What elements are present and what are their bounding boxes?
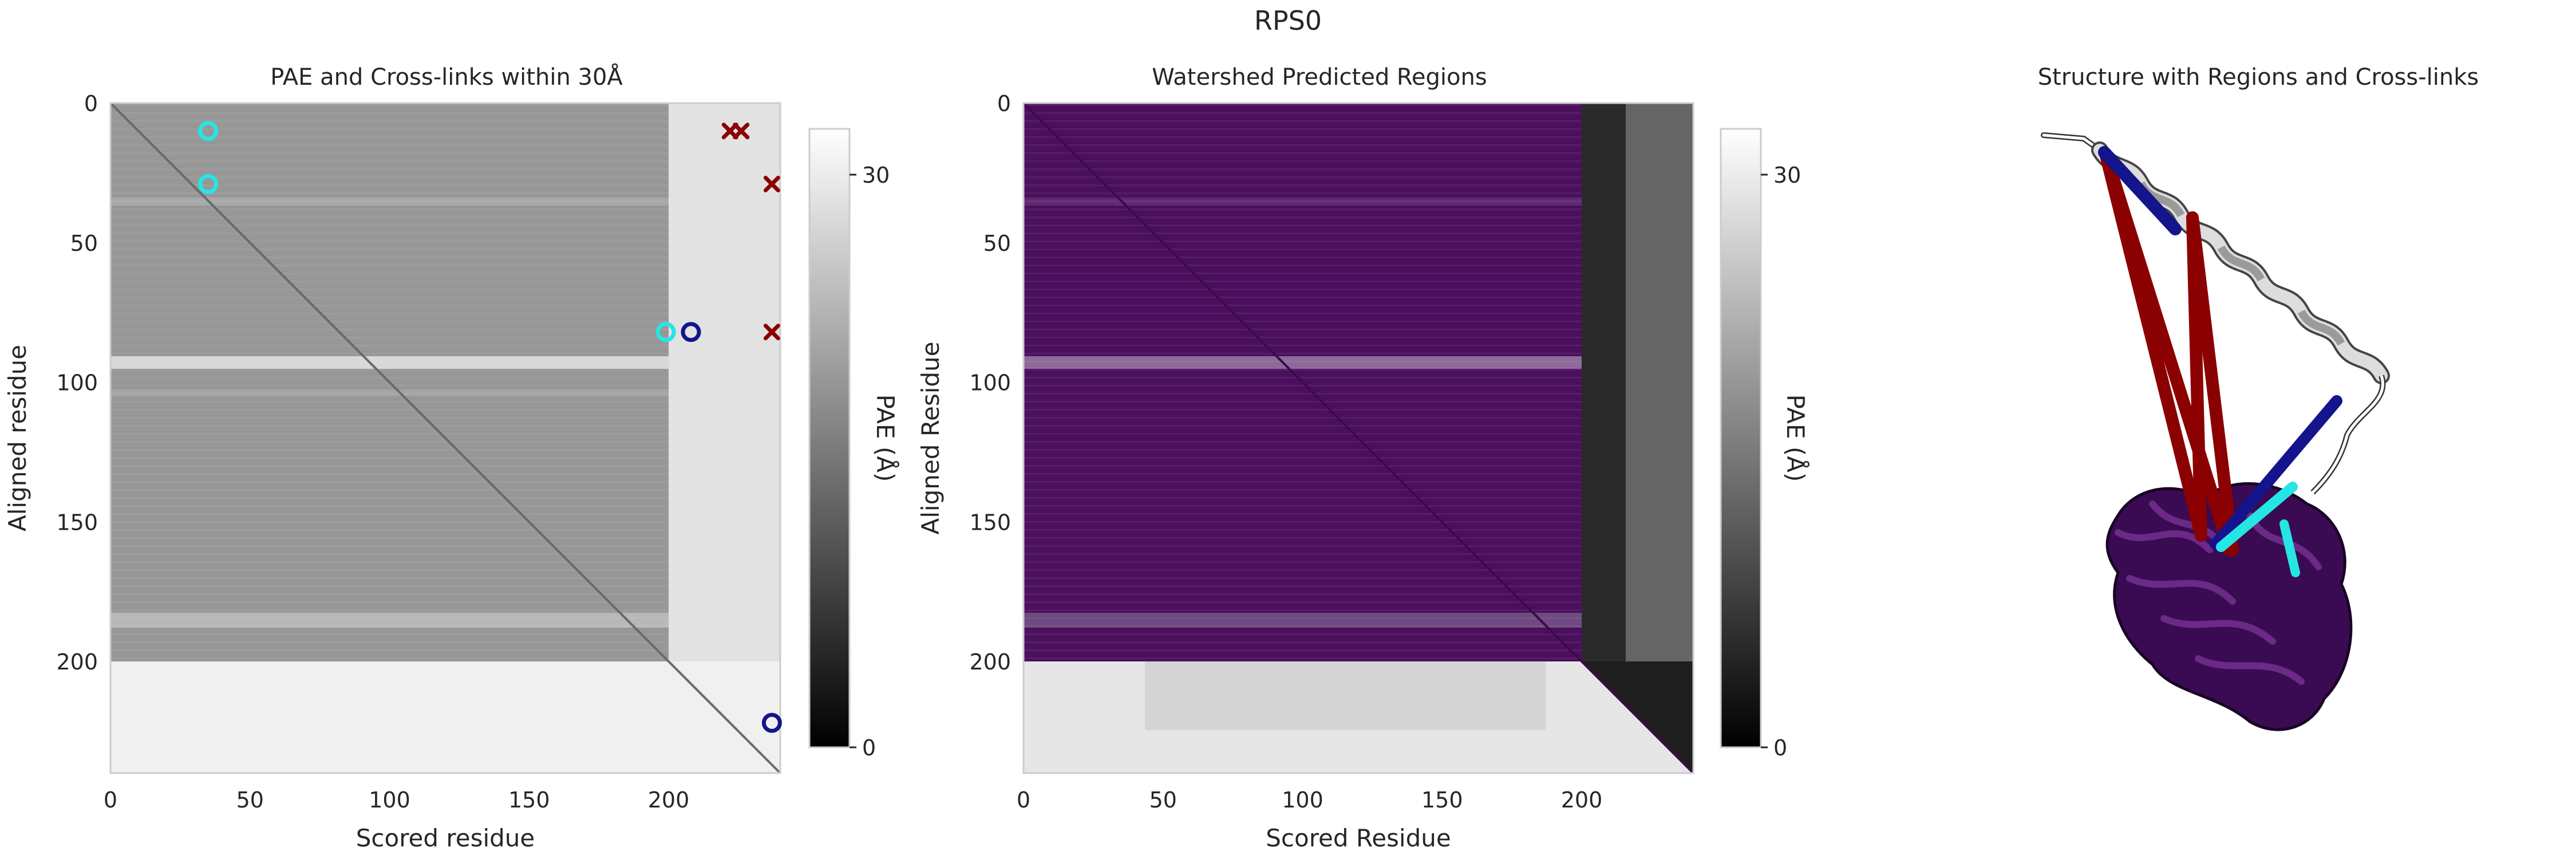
crosslink-bond-navy-1 <box>2098 146 2182 235</box>
watershed-y-label: Aligned Residue <box>916 341 945 534</box>
y-tick-label: 100 <box>969 371 1011 396</box>
pae-heatmap <box>109 102 781 774</box>
y-tick-label: 150 <box>56 510 98 535</box>
pae-colorbar-gradient <box>808 128 851 748</box>
colorbar-tick-label: 30 <box>1773 163 1801 188</box>
figure-title: RPS0 <box>1254 5 1322 36</box>
pae-colorbar: 0 30 PAE (Å) <box>808 128 900 761</box>
watershed-colorbar-label: PAE (Å) <box>1781 395 1810 482</box>
x-tick-label: 150 <box>1421 787 1463 813</box>
crosslink-circle-marker <box>198 121 219 141</box>
y-tick-label: 50 <box>983 231 1011 256</box>
crosslink-x-marker <box>763 175 780 192</box>
crosslink-x-stroke <box>733 123 750 140</box>
watershed-y-ticks: 0 50 100 150 200 <box>969 91 1011 675</box>
watershed-lowconf-right-fade <box>1626 103 1693 661</box>
colorbar-tick-label: 0 <box>1773 735 1787 761</box>
watershed-panel-title: Watershed Predicted Regions <box>1152 64 1487 90</box>
globular-domain-edge <box>2105 482 2353 731</box>
pae-x-ticks: 0 50 100 150 200 <box>104 787 689 813</box>
watershed-heatmap <box>1022 102 1694 774</box>
x-tick-label: 100 <box>1282 787 1323 813</box>
watershed-diagonal <box>1022 102 1694 774</box>
x-tick-label: 50 <box>236 787 264 813</box>
x-tick-label: 200 <box>648 787 690 813</box>
crosslink-x-stroke <box>763 175 780 192</box>
pae-y-label: Aligned residue <box>3 345 31 531</box>
pae-heatmap-lowconf-bottom <box>110 661 780 773</box>
watershed-panel: Watershed Predicted Regions 0 50 100 150 200… <box>916 64 1810 852</box>
y-tick-label: 0 <box>997 91 1011 116</box>
linker-loop-fill <box>2312 375 2384 494</box>
x-tick-label: 0 <box>1017 787 1030 813</box>
crosslink-bond-navy-2 <box>2210 395 2342 550</box>
y-tick-label: 150 <box>969 510 1011 535</box>
pae-diagonal <box>109 102 781 774</box>
pae-x-label: Scored residue <box>356 824 535 852</box>
crosslink-x-stroke <box>763 324 780 341</box>
y-tick-label: 0 <box>84 91 98 116</box>
pae-y-ticks: 0 50 100 150 200 <box>56 91 98 675</box>
colorbar-tick-label: 0 <box>862 735 876 761</box>
crosslink-circle-marker <box>655 322 676 342</box>
y-tick-label: 200 <box>969 649 1011 675</box>
colorbar-tick-label: 30 <box>862 163 890 188</box>
pae-colorbar-ticks: 0 30 <box>850 163 890 761</box>
watershed-x-ticks: 0 50 100 150 200 <box>1017 787 1602 813</box>
crosslink-bond-red-2 <box>2099 147 2236 556</box>
crosslink-circle-marker <box>761 712 782 733</box>
pae-colorbar-label: PAE (Å) <box>871 395 900 482</box>
y-tick-label: 100 <box>56 371 98 396</box>
helix-shading <box>2137 181 2345 346</box>
watershed-x-label: Scored Residue <box>1266 824 1451 852</box>
watershed-colorbar-gradient <box>1720 128 1762 748</box>
crosslink-x-marker <box>733 123 750 140</box>
crosslink-markers <box>198 121 782 733</box>
watershed-lowconf-bottom-shade <box>1145 661 1546 730</box>
crosslink-circle-marker <box>198 174 219 194</box>
structure-panel: Structure with Regions and Cross-links <box>2038 64 2479 731</box>
watershed-colorbar: 0 30 PAE (Å) <box>1720 128 1810 761</box>
x-tick-label: 0 <box>104 787 117 813</box>
pae-panel: PAE and Cross-links within 30Å 0 50 100 150… <box>3 63 900 852</box>
x-tick-label: 100 <box>369 787 410 813</box>
structure-panel-title: Structure with Regions and Cross-links <box>2038 64 2479 90</box>
pae-axes-frame <box>109 102 781 774</box>
crosslink-bond-cyan-1 <box>2216 482 2298 552</box>
pae-heatmap-lowconf-right <box>669 103 780 661</box>
watershed-colorbar-ticks: 0 30 <box>1761 163 1801 761</box>
x-tick-label: 150 <box>508 787 550 813</box>
structure-drawing <box>2041 132 2390 731</box>
crosslink-x-marker <box>763 324 780 341</box>
x-tick-label: 50 <box>1149 787 1177 813</box>
globular-domain-strands <box>2115 501 2322 685</box>
watershed-axes-frame <box>1022 102 1694 774</box>
crosslink-bond-red-4 <box>2186 211 2239 556</box>
crosslink-bonds <box>2098 146 2342 577</box>
y-tick-label: 50 <box>70 231 98 256</box>
x-tick-label: 200 <box>1561 787 1603 813</box>
crosslink-circle-marker <box>681 322 701 342</box>
y-tick-label: 200 <box>56 649 98 675</box>
pae-panel-title: PAE and Cross-links within 30Å <box>270 63 623 90</box>
crosslink-bond-cyan-2 <box>2279 519 2300 577</box>
